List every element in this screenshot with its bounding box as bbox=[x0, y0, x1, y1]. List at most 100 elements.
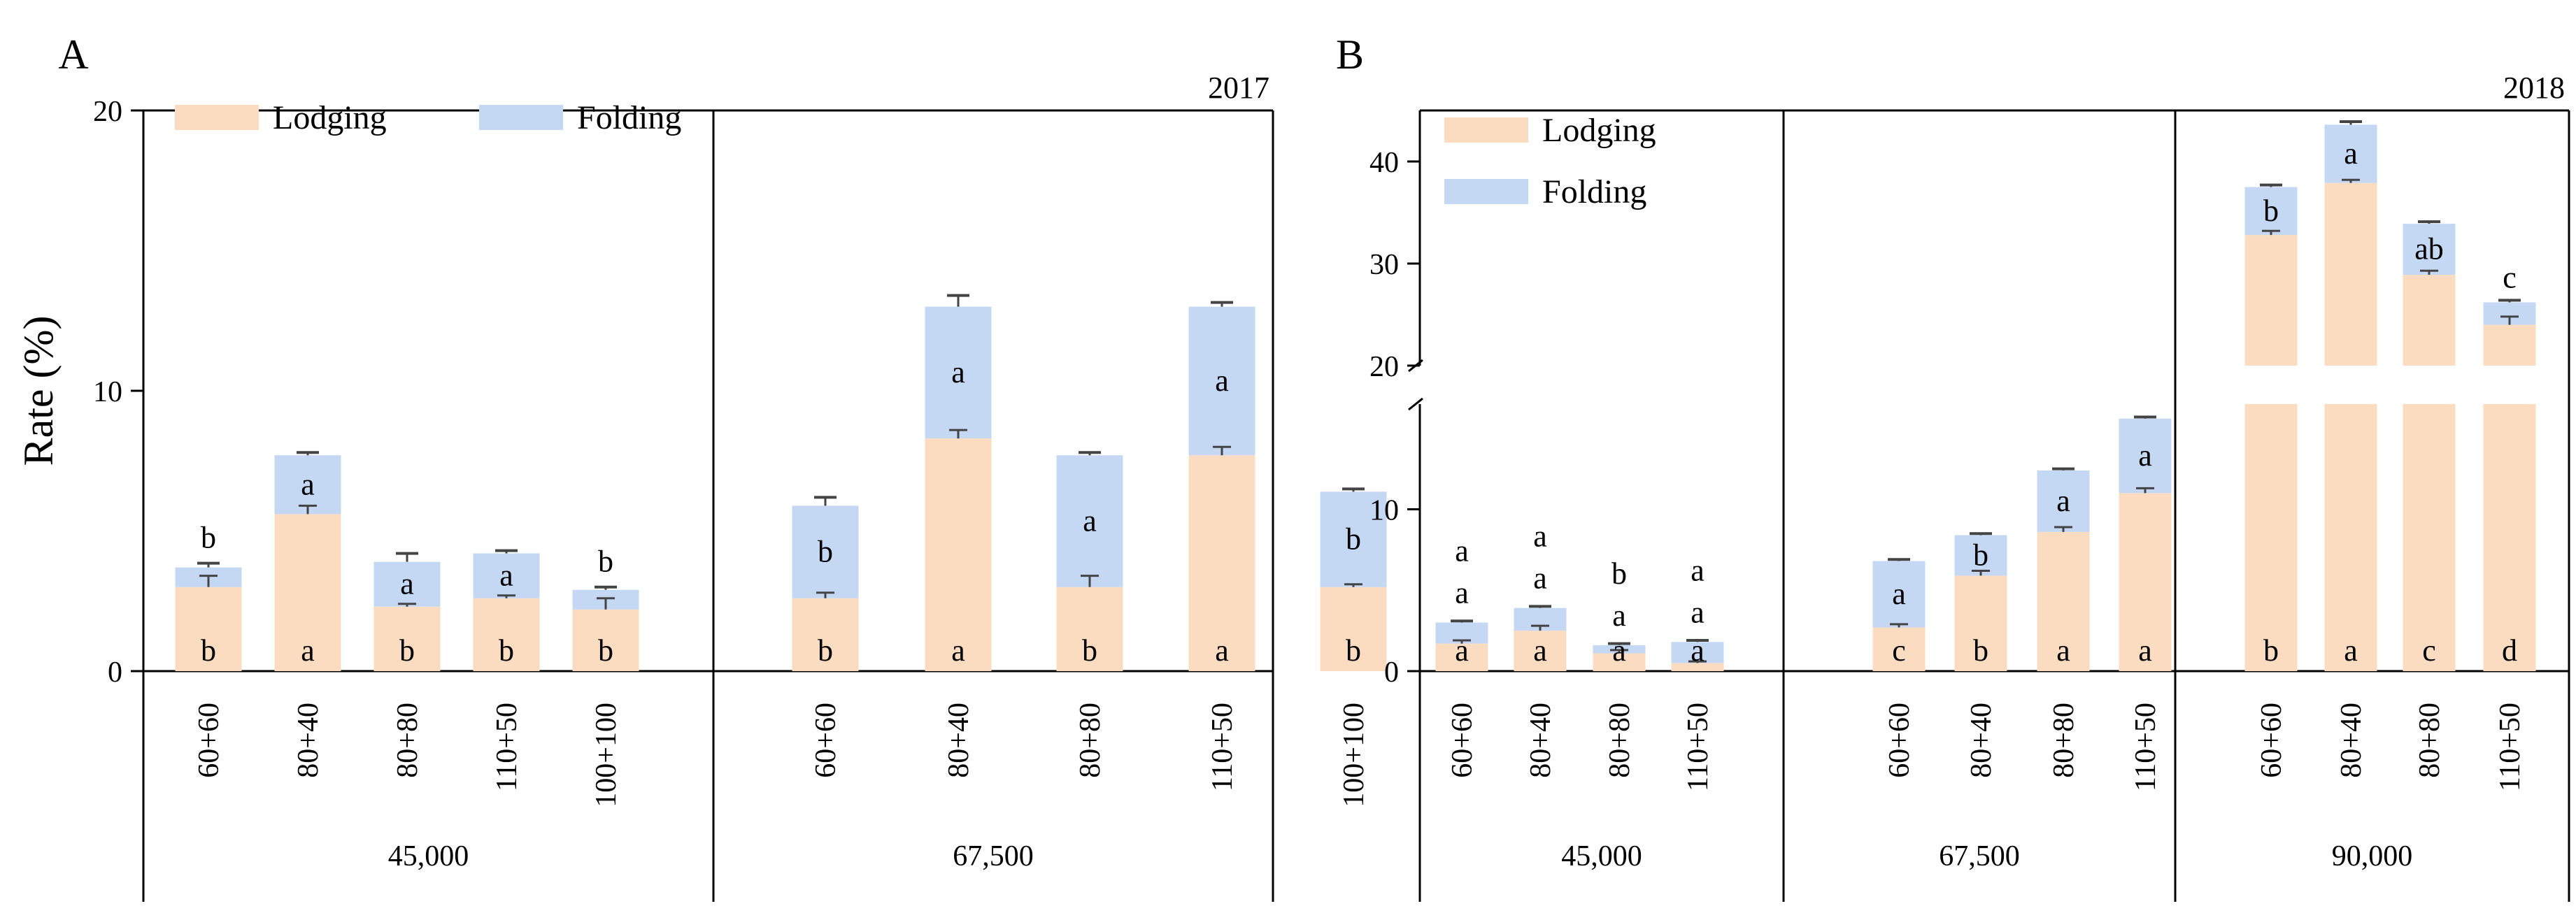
panel-b-bar-folding bbox=[1872, 561, 1926, 628]
panel-a-bar-lodging bbox=[925, 438, 992, 671]
panel-b-x-tick-label: 80+40 bbox=[1965, 703, 1998, 778]
panel-b-y-tick-label: 40 bbox=[1369, 147, 1399, 179]
panel-b-x-tick-label: 110+50 bbox=[2130, 703, 2162, 791]
panel-a-bar-folding bbox=[1056, 455, 1123, 587]
panel-b-x-tick-label: 80+80 bbox=[2414, 703, 2446, 778]
panel-a-lodging-letter: b bbox=[1082, 633, 1097, 668]
panel-a-lodging-letter: b bbox=[598, 633, 613, 668]
panel-b-lodging-letter: b bbox=[2263, 633, 2279, 668]
panel-a-bar-folding bbox=[373, 561, 441, 607]
panel-b-bar-lodging bbox=[1593, 653, 1646, 671]
panel-b-bar-lodging bbox=[1872, 627, 1926, 671]
panel-a-folding-letter: a bbox=[1215, 364, 1229, 398]
panel-a-x-tick-label: 110+50 bbox=[1207, 703, 1239, 791]
panel-a-folding-letter: b bbox=[598, 545, 613, 579]
panel-b-total-letter: b bbox=[1611, 556, 1627, 591]
panel-a-lodging-letter: a bbox=[301, 633, 315, 668]
panel-a-folding-letter: b bbox=[1346, 522, 1361, 556]
panel-a-year: 2017 bbox=[1208, 71, 1269, 105]
panel-a-density-label: 45,000 bbox=[388, 840, 469, 872]
panel-b-bar-lodging bbox=[2119, 493, 2172, 671]
panel-b-bar-folding bbox=[2403, 224, 2456, 275]
panel-b-bar-folding bbox=[1671, 642, 1724, 663]
panel-b-folding-letter: a bbox=[1691, 595, 1705, 629]
panel-b-lodging-letter: a bbox=[1455, 633, 1469, 668]
panel-a-folding-letter: a bbox=[400, 567, 414, 601]
panel-b-year: 2018 bbox=[2503, 71, 2565, 105]
panel-b-legend-swatch bbox=[1444, 117, 1528, 143]
panel-b-bar-lodging bbox=[2244, 235, 2298, 366]
panel-a-lodging-letter: b bbox=[818, 633, 833, 668]
panel-a-bar-lodging bbox=[1188, 455, 1255, 671]
panel-a-bar-lodging bbox=[792, 598, 859, 671]
panel-b-lodging-letter: c bbox=[2422, 633, 2436, 668]
panel-b-bar-folding bbox=[2037, 470, 2090, 532]
panel-b-lodging-letter: a bbox=[2138, 633, 2152, 668]
panel-b-lodging-letter: a bbox=[1691, 633, 1705, 668]
panel-a-lodging-letter: a bbox=[1215, 633, 1229, 668]
panel-a-x-tick-label: 80+40 bbox=[292, 703, 325, 778]
panel-b-bar-lodging bbox=[2037, 531, 2090, 671]
panel-a-density-label: 67,500 bbox=[953, 840, 1034, 872]
panel-a-bar-lodging bbox=[572, 609, 639, 671]
panel-b-bar-folding bbox=[2119, 418, 2172, 494]
panel-b-folding-letter: c bbox=[2503, 261, 2517, 295]
panel-a-folding-letter: a bbox=[1083, 503, 1097, 538]
panel-a-bar-lodging bbox=[473, 598, 540, 671]
panel-b-axis-break-mark bbox=[1408, 397, 1423, 411]
panel-b-lodging-letter: a bbox=[1533, 633, 1547, 668]
panel-b-density-label: 45,000 bbox=[1561, 840, 1642, 872]
panel-b-lodging-letter: a bbox=[2344, 633, 2358, 668]
panel-b-bar-lodging bbox=[1435, 643, 1488, 671]
panel-a-x-tick-label: 80+40 bbox=[943, 703, 975, 778]
panel-b-x-tick-label: 80+40 bbox=[1525, 703, 1557, 778]
panel-a-label: A bbox=[58, 31, 88, 78]
panel-a-folding-letter: a bbox=[301, 467, 315, 501]
panel-a-bar-lodging bbox=[373, 606, 441, 671]
panel-a-folding-letter: a bbox=[951, 355, 965, 389]
panel-a-lodging-letter: b bbox=[499, 633, 514, 668]
panel-a-y-axis-label: Rate (%) bbox=[15, 316, 62, 466]
panel-b-x-tick-label: 80+40 bbox=[2335, 703, 2368, 778]
panel-b-x-tick-label: 110+50 bbox=[2494, 703, 2526, 791]
panel-b-lodging-letter: a bbox=[2056, 633, 2070, 668]
panel-a-x-tick-label: 100+100 bbox=[590, 703, 622, 807]
panel-b-bar-lodging bbox=[2403, 404, 2456, 671]
panel-b-density-label: 67,500 bbox=[1939, 840, 2020, 872]
panel-b-legend-label: Folding bbox=[1542, 173, 1646, 210]
panel-b-y-tick-label: 30 bbox=[1369, 249, 1399, 281]
panel-a-lodging-letter: b bbox=[399, 633, 415, 668]
panel-b-bar-folding bbox=[2244, 187, 2298, 236]
panel-b-legend-swatch bbox=[1444, 179, 1528, 204]
panel-a-x-tick-label: 110+50 bbox=[491, 703, 523, 791]
panel-b-bar-lodging bbox=[2483, 404, 2536, 671]
panel-a-bar-folding bbox=[792, 505, 859, 598]
panel-b-bar-lodging bbox=[2324, 182, 2377, 366]
panel-a-lodging-letter: b bbox=[1346, 633, 1361, 668]
panel-a-lodging-letter: b bbox=[201, 633, 216, 668]
panel-a-legend-swatch bbox=[175, 105, 259, 130]
panel-b-x-tick-label: 60+60 bbox=[1884, 703, 1916, 778]
panel-b-x-tick-label: 110+50 bbox=[1682, 703, 1714, 791]
panel-b-x-tick-label: 80+80 bbox=[1604, 703, 1636, 778]
panel-b-total-letter: a bbox=[1533, 519, 1547, 554]
panel-b-folding-letter: a bbox=[2056, 484, 2070, 518]
panel-b-x-tick-label: 60+60 bbox=[1446, 703, 1479, 778]
panel-b-total-letter: a bbox=[1455, 534, 1469, 568]
panel-b-bar-lodging bbox=[1671, 663, 1724, 671]
panel-a-y-tick-label: 20 bbox=[93, 96, 122, 128]
panel-a-folding-letter: b bbox=[201, 521, 216, 555]
panel-b-folding-letter: a bbox=[2138, 438, 2152, 473]
panel-b-folding-letter: a bbox=[1455, 576, 1469, 610]
panel-b-folding-letter: a bbox=[1533, 561, 1547, 596]
panel-b-bar-lodging bbox=[2403, 275, 2456, 366]
panel-a-x-tick-label: 60+60 bbox=[810, 703, 842, 778]
panel-a-bar-folding bbox=[274, 455, 341, 515]
panel-b-lodging-letter: d bbox=[2502, 633, 2517, 668]
panel-a-y-tick-label: 10 bbox=[93, 376, 122, 408]
panel-a-bar-folding bbox=[1188, 306, 1255, 456]
panel-b-folding-letter: b bbox=[2263, 194, 2279, 228]
panel-a-bar-lodging bbox=[1056, 587, 1123, 671]
